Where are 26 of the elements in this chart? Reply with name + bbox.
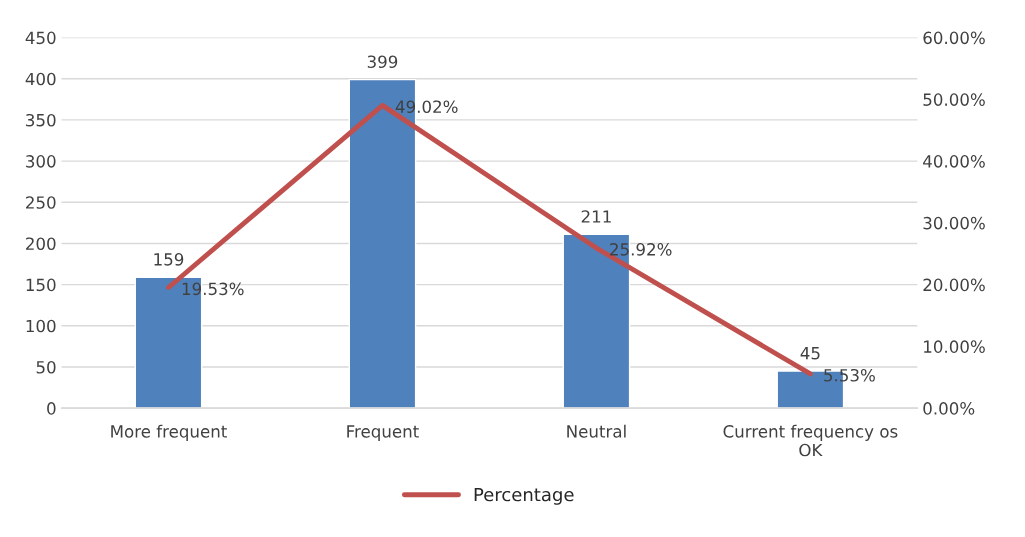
y-tick-label: 250 — [26, 196, 56, 209]
y2-tick-label: 40.00% — [923, 155, 985, 168]
y-tick-label: 0 — [47, 402, 56, 415]
x-tick-label: More frequent — [111, 424, 227, 441]
legend-label: Percentage — [474, 487, 574, 505]
y2-tick-label: 10.00% — [924, 340, 985, 353]
x-tick-label: Current frequency os OK — [723, 424, 898, 457]
y-tick-label: 300 — [26, 155, 56, 168]
data-label: 159 — [154, 253, 184, 266]
data-label: 45 — [800, 347, 820, 360]
y2-tick-label: 30.00% — [923, 216, 985, 230]
x-tick-label: Neutral — [567, 424, 626, 438]
y-tick-label: 450 — [25, 31, 56, 45]
y2-tick-label: 60.00% — [923, 31, 985, 45]
y-tick-label: 100 — [26, 319, 56, 333]
y-tick-label: 350 — [26, 113, 56, 127]
x-tick-label: Frequent — [347, 425, 419, 441]
y-tick-label: 150 — [26, 278, 56, 292]
y-tick-label: 200 — [26, 237, 56, 251]
y2-tick-label: 0.00% — [923, 402, 975, 415]
y-tick-label: 400 — [25, 72, 56, 86]
y2-tick-label: 20.00% — [923, 278, 985, 292]
y-tick-label: 50 — [36, 360, 56, 374]
data-label: 399 — [367, 55, 398, 69]
data-label: 211 — [581, 210, 611, 223]
y2-tick-label: 50.00% — [923, 93, 985, 106]
